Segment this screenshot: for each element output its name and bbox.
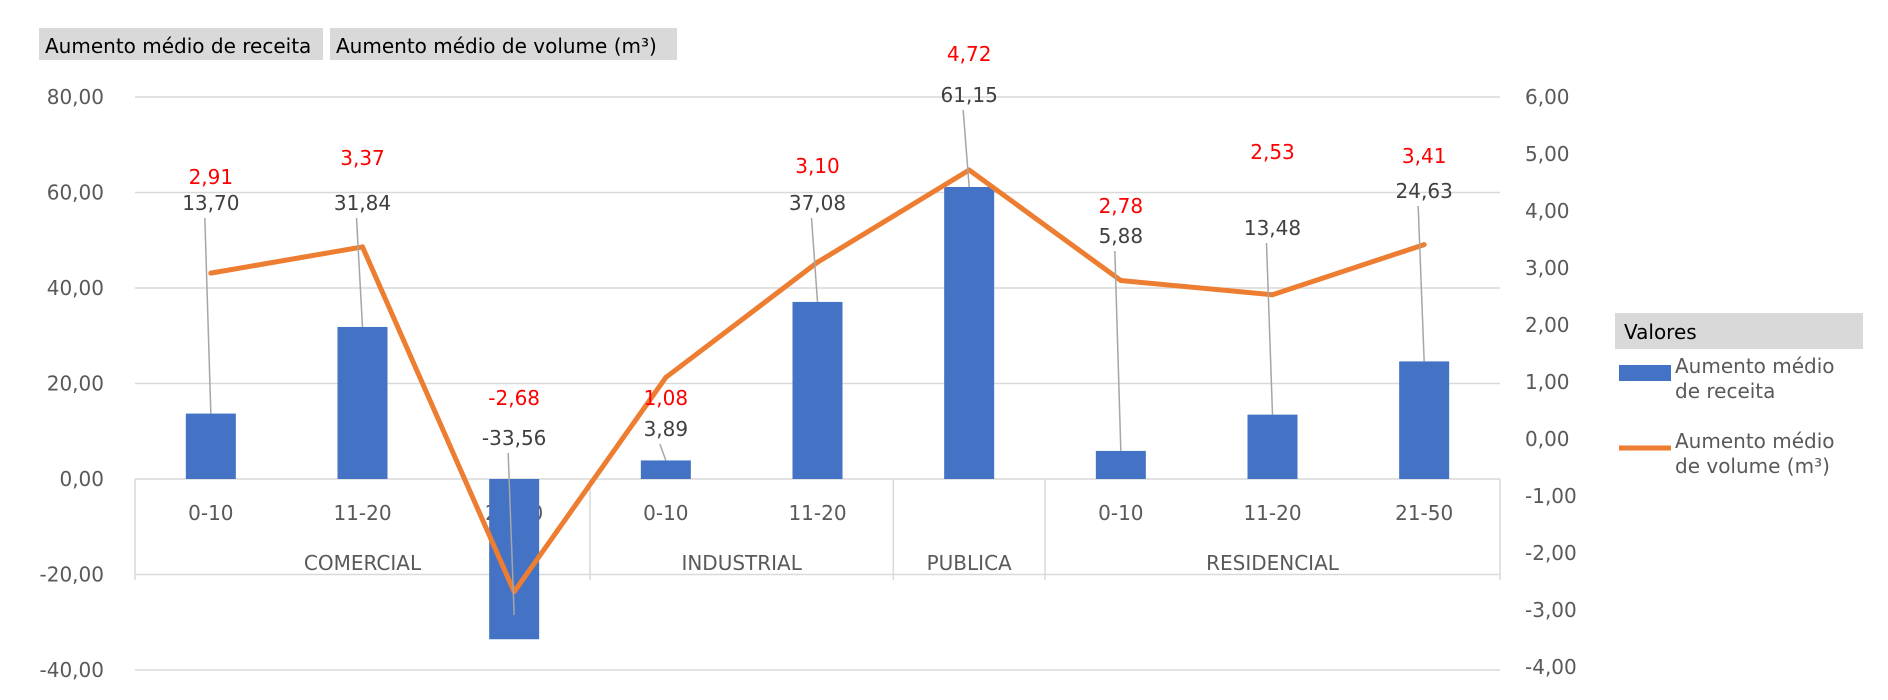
y-axis-left-tick-label: 20,00 xyxy=(47,372,104,396)
bar-data-label: -33,56 xyxy=(482,426,546,450)
leader-line xyxy=(204,217,212,414)
category-label: 0-10 xyxy=(643,501,688,525)
bar-receita[interactable] xyxy=(1095,450,1146,479)
y-axis-right-tick-label: 4,00 xyxy=(1525,199,1570,223)
y-axis-left-tick-label: 40,00 xyxy=(47,276,104,300)
bar-data-label: 5,88 xyxy=(1099,224,1144,248)
y-axis-right-tick-label: 5,00 xyxy=(1525,142,1570,166)
leader-line xyxy=(507,452,515,616)
group-label-publica: PUBLICA xyxy=(927,551,1012,575)
category-label: 21-50 xyxy=(1395,501,1453,525)
line-data-label: 2,91 xyxy=(189,165,234,189)
line-data-label: 1,08 xyxy=(644,386,689,410)
leader-line xyxy=(1265,242,1274,415)
y-axis-right-tick-label: -2,00 xyxy=(1525,541,1577,565)
leader-line xyxy=(659,443,667,461)
category-label: 11-20 xyxy=(788,501,846,525)
category-label: 11-20 xyxy=(1243,501,1301,525)
y-axis-right-tick-label: 3,00 xyxy=(1525,256,1570,280)
legend-label-volume[interactable]: Aumento médio xyxy=(1675,429,1835,453)
group-label-comercial: COMERCIAL xyxy=(304,551,422,575)
y-axis-right-tick-label: 0,00 xyxy=(1525,427,1570,451)
field-button-2[interactable] xyxy=(330,28,677,60)
group-label-industrial: INDUSTRIAL xyxy=(681,551,802,575)
bar-data-label: 3,89 xyxy=(644,417,689,441)
line-point-volume[interactable] xyxy=(360,244,365,250)
category-label: 0-10 xyxy=(1098,501,1143,525)
y-axis-right-tick-label: 6,00 xyxy=(1525,85,1570,109)
group-label-residencial: RESIDENCIAL xyxy=(1206,551,1340,575)
bar-data-label: 24,63 xyxy=(1396,179,1453,203)
line-point-volume[interactable] xyxy=(511,589,517,595)
category-label: 11-20 xyxy=(333,501,391,525)
bar-data-label: 37,08 xyxy=(789,191,846,215)
y-axis-right-tick-label: -4,00 xyxy=(1525,655,1577,679)
y-axis-right-tick-label: 1,00 xyxy=(1525,370,1570,394)
legend-title: Valores xyxy=(1624,320,1697,344)
line-data-label: 2,78 xyxy=(1099,194,1144,218)
bar-data-label: 61,15 xyxy=(941,83,998,107)
line-point-volume[interactable] xyxy=(208,270,214,276)
line-data-label: -2,68 xyxy=(488,386,540,410)
line-point-volume[interactable] xyxy=(663,374,669,380)
leader-line xyxy=(355,217,364,328)
line-data-label: 4,72 xyxy=(947,42,992,66)
leader-line xyxy=(810,217,819,302)
line-data-label: 3,10 xyxy=(795,154,840,178)
legend-label-receita[interactable]: Aumento médio xyxy=(1675,354,1835,378)
legend-swatch-receita[interactable] xyxy=(1619,365,1671,381)
y-axis-right-tick-label: -3,00 xyxy=(1525,598,1577,622)
legend-header[interactable] xyxy=(1615,313,1863,349)
line-data-label: 3,41 xyxy=(1402,144,1447,168)
bar-receita[interactable] xyxy=(1399,361,1450,479)
bar-receita[interactable] xyxy=(337,326,388,479)
legend-label-volume[interactable]: de volume (m³) xyxy=(1675,454,1830,478)
y-axis-right-tick-label: 2,00 xyxy=(1525,313,1570,337)
line-data-label: 2,53 xyxy=(1250,140,1295,164)
line-point-volume[interactable] xyxy=(1421,242,1427,248)
leader-line xyxy=(1417,205,1425,362)
bar-data-label: 13,70 xyxy=(182,191,239,215)
y-axis-left-tick-label: 80,00 xyxy=(47,85,104,109)
field-button-label-1: Aumento médio de receita xyxy=(45,34,311,58)
bar-receita[interactable] xyxy=(640,460,691,479)
y-axis-left-tick-label: -20,00 xyxy=(40,563,104,587)
line-data-label: 3,37 xyxy=(340,146,385,170)
field-button-label-2: Aumento médio de volume (m³) xyxy=(336,34,657,58)
bar-data-label: 31,84 xyxy=(334,191,391,215)
bar-receita[interactable] xyxy=(944,187,995,480)
y-axis-right-tick-label: -1,00 xyxy=(1525,484,1577,508)
bar-data-label: 13,48 xyxy=(1244,216,1301,240)
field-button-1[interactable] xyxy=(39,28,323,60)
line-point-volume[interactable] xyxy=(1270,292,1275,298)
leader-line xyxy=(962,109,970,188)
y-axis-left-tick-label: 60,00 xyxy=(47,181,104,205)
line-point-volume[interactable] xyxy=(1118,278,1124,284)
leader-line xyxy=(1114,250,1122,451)
line-point-volume[interactable] xyxy=(815,259,820,265)
y-axis-left-tick-label: -40,00 xyxy=(40,658,104,682)
bar-receita[interactable] xyxy=(1247,414,1298,479)
bar-receita[interactable] xyxy=(185,413,236,479)
category-label: 0-10 xyxy=(188,501,233,525)
bar-receita[interactable] xyxy=(792,301,843,479)
y-axis-left-tick-label: 0,00 xyxy=(59,467,104,491)
legend-label-receita[interactable]: de receita xyxy=(1675,379,1775,403)
